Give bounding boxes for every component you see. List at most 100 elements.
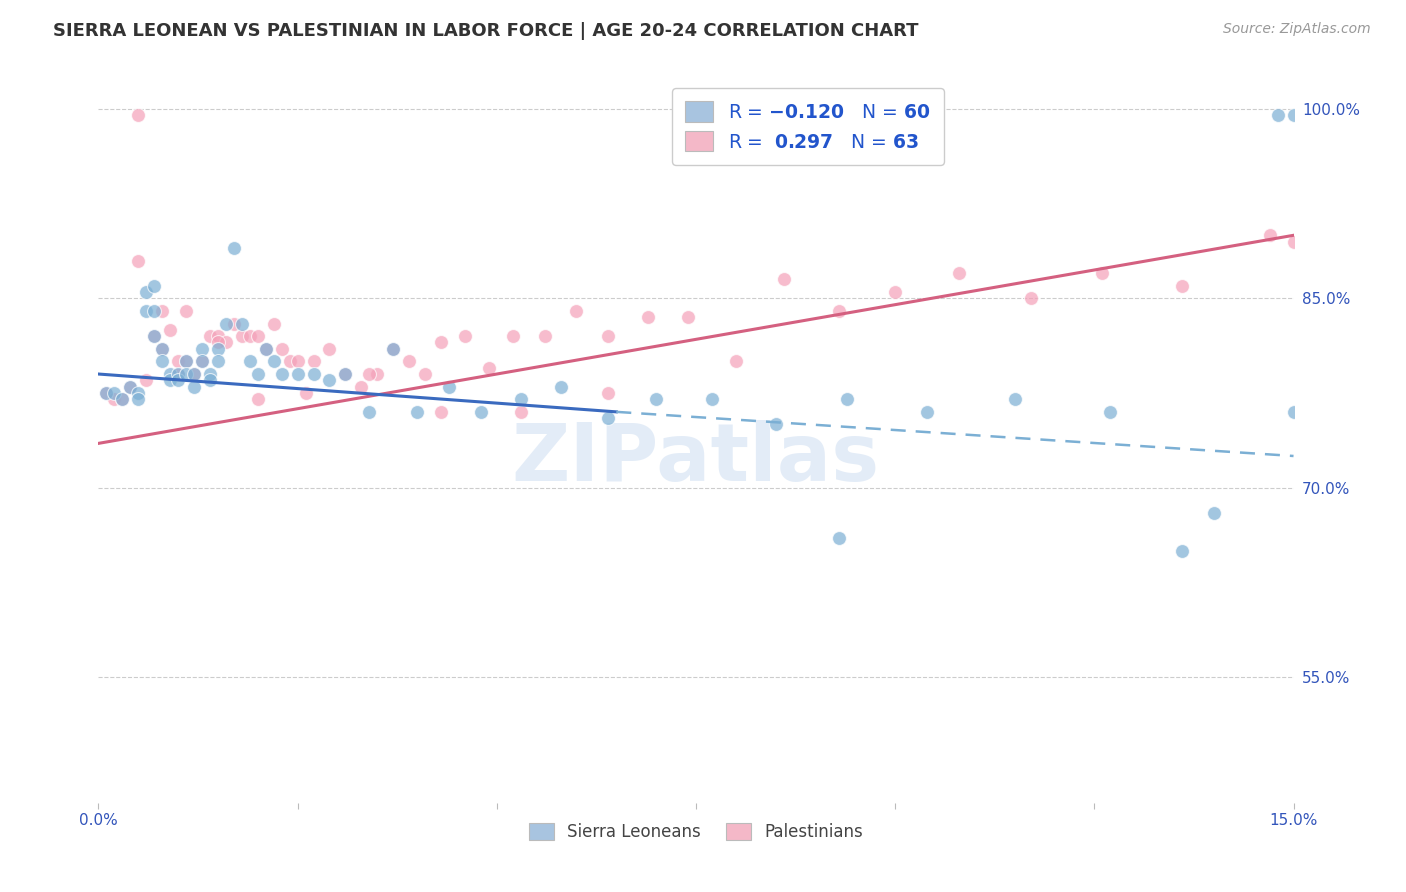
Point — [174, 304, 197, 318]
Point — [359, 405, 381, 419]
Legend: Sierra Leoneans, Palestinians: Sierra Leoneans, Palestinians — [520, 814, 872, 849]
Point — [1282, 108, 1305, 122]
Point — [222, 317, 245, 331]
Point — [637, 310, 659, 325]
Point — [645, 392, 668, 407]
Point — [246, 329, 269, 343]
Point — [143, 329, 166, 343]
Point — [270, 342, 292, 356]
Point — [724, 354, 747, 368]
Point — [318, 342, 340, 356]
Point — [335, 367, 357, 381]
Point — [254, 342, 277, 356]
Point — [533, 329, 555, 343]
Point — [1282, 235, 1305, 249]
Point — [96, 386, 118, 401]
Point — [143, 304, 166, 318]
Point — [215, 317, 238, 331]
Point — [287, 367, 309, 381]
Point — [127, 108, 149, 122]
Point — [1099, 405, 1122, 419]
Point — [565, 304, 588, 318]
Point — [150, 342, 173, 356]
Point — [302, 354, 325, 368]
Point — [430, 405, 453, 419]
Point — [828, 531, 851, 545]
Point — [598, 329, 620, 343]
Point — [884, 285, 907, 299]
Point — [1091, 266, 1114, 280]
Point — [207, 342, 229, 356]
Point — [174, 354, 197, 368]
Point — [437, 379, 460, 393]
Point — [302, 367, 325, 381]
Point — [278, 354, 301, 368]
Point — [1171, 543, 1194, 558]
Point — [470, 405, 492, 419]
Point — [198, 373, 221, 387]
Point — [150, 342, 173, 356]
Point — [828, 304, 851, 318]
Point — [318, 373, 340, 387]
Point — [509, 405, 531, 419]
Point — [183, 367, 205, 381]
Point — [598, 386, 620, 401]
Point — [382, 342, 405, 356]
Point — [406, 405, 429, 419]
Point — [159, 373, 181, 387]
Point — [239, 354, 262, 368]
Point — [150, 304, 173, 318]
Point — [263, 354, 285, 368]
Point — [120, 379, 142, 393]
Point — [246, 392, 269, 407]
Point — [198, 367, 221, 381]
Point — [207, 335, 229, 350]
Text: SIERRA LEONEAN VS PALESTINIAN IN LABOR FORCE | AGE 20-24 CORRELATION CHART: SIERRA LEONEAN VS PALESTINIAN IN LABOR F… — [53, 22, 920, 40]
Point — [167, 373, 190, 387]
Point — [167, 367, 190, 381]
Point — [127, 392, 149, 407]
Point — [135, 373, 157, 387]
Point — [837, 392, 859, 407]
Point — [231, 317, 253, 331]
Point — [454, 329, 477, 343]
Point — [231, 329, 253, 343]
Point — [335, 367, 357, 381]
Point — [103, 386, 125, 401]
Point — [598, 411, 620, 425]
Point — [700, 392, 723, 407]
Point — [183, 367, 205, 381]
Point — [366, 367, 388, 381]
Point — [915, 405, 938, 419]
Point — [120, 379, 142, 393]
Point — [143, 329, 166, 343]
Point — [1171, 278, 1194, 293]
Point — [143, 278, 166, 293]
Point — [270, 367, 292, 381]
Point — [191, 354, 214, 368]
Point — [430, 335, 453, 350]
Point — [1267, 108, 1289, 122]
Point — [382, 342, 405, 356]
Point — [350, 379, 373, 393]
Point — [207, 354, 229, 368]
Point — [159, 323, 181, 337]
Point — [765, 417, 787, 432]
Point — [1019, 291, 1042, 305]
Point — [294, 386, 316, 401]
Point — [222, 241, 245, 255]
Point — [215, 335, 238, 350]
Point — [948, 266, 970, 280]
Point — [676, 310, 699, 325]
Point — [167, 354, 190, 368]
Point — [254, 342, 277, 356]
Point — [111, 392, 134, 407]
Point — [167, 367, 190, 381]
Point — [135, 285, 157, 299]
Point — [127, 253, 149, 268]
Point — [287, 354, 309, 368]
Point — [509, 392, 531, 407]
Point — [103, 392, 125, 407]
Point — [550, 379, 572, 393]
Point — [207, 329, 229, 343]
